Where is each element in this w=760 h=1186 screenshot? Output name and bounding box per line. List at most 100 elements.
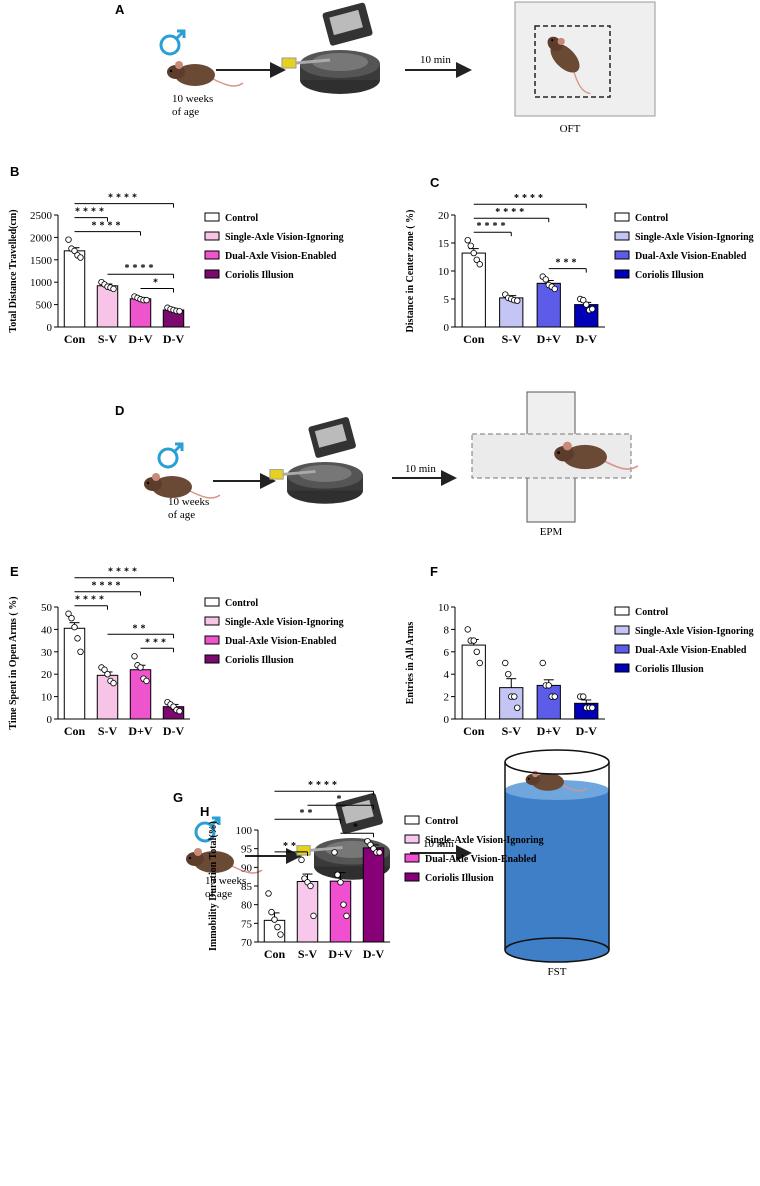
legend-swatch	[614, 231, 630, 241]
legend-swatch	[404, 834, 420, 844]
y-tick-label: 500	[36, 300, 53, 312]
y-tick-label: 5	[444, 294, 450, 306]
bar	[536, 684, 561, 720]
significance-label: ****	[75, 207, 107, 218]
significance-label: ***	[556, 258, 580, 269]
legend-label: Dual-Axle Vision-Enabled	[225, 636, 337, 647]
significance-label: ****	[108, 567, 140, 578]
x-tick-label: S-V	[502, 332, 522, 346]
data-point	[476, 659, 483, 667]
significance-label: **	[133, 623, 149, 634]
bar	[63, 250, 86, 328]
y-tick-label: 10	[41, 692, 53, 704]
data-point	[505, 671, 512, 678]
duration-text: 10 min	[420, 54, 451, 66]
legend-label: Control	[635, 607, 668, 618]
x-tick-label: D+V	[537, 724, 562, 738]
data-point	[376, 849, 383, 856]
significance-label: ****	[477, 221, 509, 232]
panel-letter: A	[115, 2, 125, 17]
y-axis-label: Distance in Center zone ( %)	[405, 210, 416, 333]
x-tick-label: D-V	[163, 332, 185, 346]
x-tick-label: D-V	[163, 724, 185, 738]
significance-label: *	[337, 794, 345, 805]
y-tick-label: 0	[444, 714, 450, 726]
legend-label: Dual-Axle Vision-Enabled	[425, 854, 537, 865]
significance-label: **	[300, 808, 316, 819]
panel-letter: F	[430, 564, 438, 579]
panel-letter: E	[10, 564, 19, 579]
y-tick-label: 100	[236, 825, 253, 837]
data-point	[514, 297, 521, 304]
duration-text: 10 min	[423, 838, 454, 850]
data-point	[143, 296, 150, 304]
y-axis-label: Total Distance Travelled(cm)	[8, 209, 19, 332]
data-point	[65, 236, 72, 243]
data-point	[511, 693, 518, 700]
male-icon	[159, 29, 186, 56]
y-tick-label: 20	[41, 669, 53, 681]
y-tick-label: 0	[444, 322, 450, 334]
data-point	[307, 882, 314, 890]
data-point	[545, 682, 552, 689]
y-tick-label: 90	[241, 862, 253, 874]
data-point	[268, 908, 275, 916]
legend-label: Coriolis Illusion	[635, 270, 704, 281]
data-point	[65, 610, 72, 617]
x-tick-label: S-V	[98, 724, 118, 738]
legend-swatch	[204, 635, 220, 645]
legend-label: Coriolis Illusion	[225, 655, 294, 666]
open-arm	[471, 433, 632, 479]
y-tick-label: 50	[41, 602, 53, 614]
y-tick-label: 8	[444, 624, 450, 636]
x-tick-label: D+V	[128, 724, 153, 738]
test-label: EPM	[540, 526, 563, 538]
x-tick-label: S-V	[98, 332, 118, 346]
data-point	[68, 615, 75, 622]
y-tick-label: 70	[241, 937, 253, 949]
y-tick-label: 20	[438, 210, 450, 222]
bar	[362, 847, 385, 943]
age-text: of age	[168, 509, 195, 521]
significance-label: ****	[92, 581, 124, 592]
device-icon	[280, 0, 382, 96]
data-point	[580, 693, 587, 700]
y-tick-label: 1000	[30, 277, 53, 289]
mouse-icon	[166, 60, 244, 87]
significance-label: *	[153, 278, 161, 289]
data-point	[539, 659, 546, 667]
data-point	[583, 301, 590, 308]
y-axis-label: Entries in All Arms	[405, 622, 416, 705]
legend-swatch	[204, 250, 220, 260]
y-tick-label: 1500	[30, 255, 53, 267]
data-point	[464, 626, 471, 633]
data-point	[137, 664, 144, 671]
data-point	[277, 931, 284, 938]
y-tick-label: 6	[444, 647, 450, 659]
age-text: of age	[205, 888, 232, 900]
legend-label: Control	[635, 213, 668, 224]
x-tick-label: D-V	[363, 947, 385, 961]
legend-swatch	[204, 597, 220, 607]
data-point	[176, 308, 183, 315]
data-point	[340, 901, 347, 908]
panel-letter: D	[115, 403, 124, 418]
age-text: of age	[172, 106, 199, 118]
age-text: 10 weeks	[168, 496, 209, 508]
x-tick-label: S-V	[502, 724, 522, 738]
legend-label: Single-Axle Vision-Ignoring	[635, 232, 754, 243]
data-point	[473, 256, 480, 263]
x-tick-label: D+V	[537, 332, 562, 346]
legend-swatch	[404, 853, 420, 863]
legend-swatch	[614, 606, 630, 616]
legend-label: Dual-Axle Vision-Enabled	[635, 645, 747, 656]
x-tick-label: Con	[463, 332, 485, 346]
data-point	[101, 666, 108, 673]
age-text: 10 weeks	[205, 875, 246, 887]
data-point	[71, 623, 78, 631]
legend-label: Coriolis Illusion	[225, 270, 294, 281]
y-tick-label: 85	[241, 881, 253, 893]
significance-label: ****	[75, 595, 107, 606]
y-tick-label: 10	[438, 602, 450, 614]
legend-label: Control	[225, 213, 258, 224]
